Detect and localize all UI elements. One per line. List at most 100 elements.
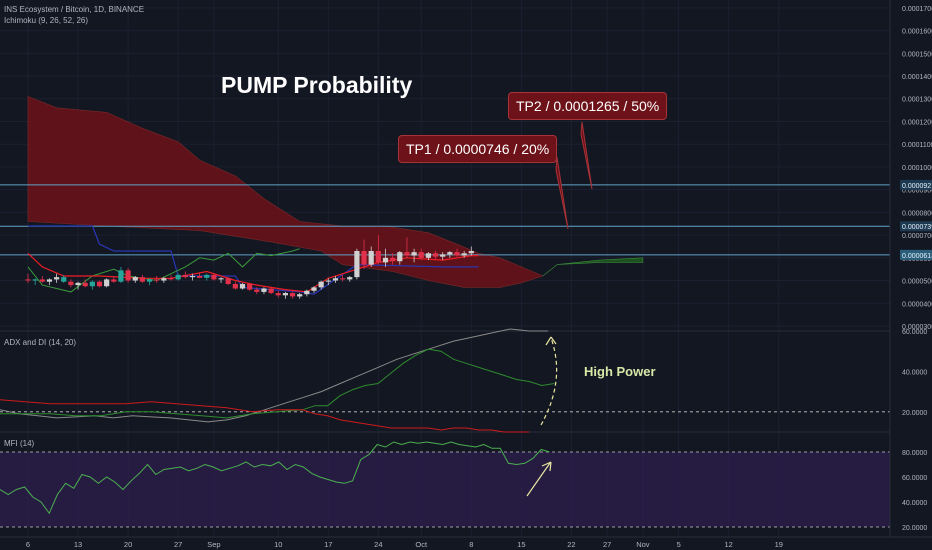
price-tick-label: 0.0001600 bbox=[902, 29, 932, 36]
candle-body bbox=[104, 279, 110, 287]
mfi-tick-label: 40.0000 bbox=[902, 500, 927, 507]
tp1-pointer bbox=[555, 156, 569, 230]
candle-body bbox=[96, 281, 103, 287]
mfi-tick-label: 60.0000 bbox=[902, 475, 927, 482]
candle-body bbox=[404, 252, 410, 256]
candle-body bbox=[89, 281, 95, 287]
time-tick-label: 15 bbox=[517, 540, 525, 549]
candle-body bbox=[440, 254, 446, 257]
mfi-pane bbox=[0, 441, 890, 528]
time-tick-label: 27 bbox=[603, 540, 611, 549]
candle-body bbox=[304, 290, 310, 295]
candle-body bbox=[75, 282, 81, 286]
tp2-pointer bbox=[580, 121, 593, 190]
candle-body bbox=[340, 278, 346, 280]
price-tick-label: 0.0000500 bbox=[902, 279, 932, 286]
high-power-label: High Power bbox=[584, 364, 656, 379]
price-tick-label: 0.0001500 bbox=[902, 51, 932, 58]
mfi-pane-label[interactable]: MFI (14) bbox=[4, 439, 35, 448]
ichimoku-cloud-bullish bbox=[542, 257, 644, 277]
candle-body bbox=[39, 279, 45, 282]
candle-body bbox=[161, 278, 167, 281]
candle-body bbox=[25, 279, 31, 281]
time-tick-label: 6 bbox=[26, 540, 30, 549]
candle-body bbox=[82, 282, 88, 287]
time-tick-label: 10 bbox=[274, 540, 282, 549]
price-pane bbox=[0, 0, 890, 537]
candle-body bbox=[232, 283, 238, 289]
candle-body bbox=[397, 252, 403, 262]
ichimoku-legend[interactable]: Ichimoku (9, 26, 52, 26) bbox=[4, 16, 89, 25]
adx-pane-label[interactable]: ADX and DI (14, 20) bbox=[4, 338, 77, 347]
candle-body bbox=[268, 288, 274, 294]
candle-body bbox=[311, 287, 317, 291]
candle-body bbox=[46, 279, 53, 282]
candle-body bbox=[275, 293, 281, 296]
price-tag-label: 0.0000739 bbox=[902, 224, 932, 231]
candle-body bbox=[125, 270, 131, 281]
candle-body bbox=[261, 288, 267, 292]
time-tick-label: 19 bbox=[775, 540, 783, 549]
time-axis[interactable]: 6 13 20 27 Sep 10 17 24 Oct 8 15 22 27 Nov 5 12 19 bbox=[26, 540, 783, 549]
candle-body bbox=[168, 278, 174, 280]
mfi-arrow bbox=[526, 462, 551, 497]
candle-body bbox=[61, 277, 67, 282]
candle-body bbox=[204, 274, 210, 278]
adx-tick-label: 20.0000 bbox=[902, 410, 927, 417]
pump-title: PUMP Probability bbox=[221, 72, 413, 98]
price-tick-label: 0.0001000 bbox=[902, 165, 932, 172]
mfi-series bbox=[0, 441, 550, 515]
candle-body bbox=[432, 253, 439, 257]
candle-body bbox=[418, 252, 424, 258]
adx-pane bbox=[0, 328, 890, 433]
candle-body bbox=[218, 278, 224, 280]
time-tick-label: 27 bbox=[174, 540, 182, 549]
di_minus-line bbox=[0, 399, 530, 433]
ichimoku-cloud-bearish bbox=[27, 96, 544, 288]
price-axis[interactable]: 0.0001700 0.0001600 0.0001500 0.0001400 0.00… bbox=[902, 6, 932, 331]
candle-body bbox=[211, 274, 217, 280]
candle-body bbox=[468, 251, 474, 254]
mfi-axis[interactable]: 80.0000 60.0000 40.0000 20.0000 bbox=[902, 450, 927, 532]
adx-arrow-head bbox=[545, 336, 557, 346]
price-tick-label: 0.0000400 bbox=[902, 301, 932, 308]
candlesticks bbox=[25, 235, 474, 299]
adx-series bbox=[0, 328, 555, 433]
adx-tick-label: 60.0000 bbox=[902, 329, 927, 336]
candle-body bbox=[118, 270, 124, 282]
candle-body bbox=[247, 283, 253, 290]
price-tick-label: 0.0000900 bbox=[902, 188, 932, 195]
price-tag-label: 0.0000921 bbox=[902, 183, 932, 190]
candle-body bbox=[225, 278, 231, 284]
mfi-tick-label: 20.0000 bbox=[902, 525, 927, 532]
mfi-line bbox=[0, 441, 550, 515]
price-tick-label: 0.0001100 bbox=[902, 142, 932, 149]
price-tick-label: 0.0000800 bbox=[902, 210, 932, 217]
time-tick-label: 22 bbox=[567, 540, 575, 549]
callout-pointers bbox=[526, 121, 593, 497]
price-tags: 0.0000921 0.0000739 0.0000613 bbox=[900, 179, 932, 260]
candle-body bbox=[325, 280, 331, 282]
tp2-callout[interactable]: TP2 / 0.0001265 / 50% bbox=[508, 92, 668, 120]
adx-tick-label: 40.0000 bbox=[902, 369, 927, 376]
candle-body bbox=[361, 251, 367, 265]
tp1-callout[interactable]: TP1 / 0.0000746 / 20% bbox=[398, 135, 558, 163]
candle-body bbox=[132, 277, 138, 281]
time-tick-label: Oct bbox=[415, 540, 428, 549]
candle-body bbox=[68, 281, 74, 286]
candle-body bbox=[347, 277, 353, 280]
candle-body bbox=[182, 274, 188, 278]
mfi-overbought-band bbox=[0, 452, 890, 527]
candle-body bbox=[354, 251, 360, 278]
adx-arrow bbox=[540, 337, 558, 426]
mfi-levels bbox=[0, 451, 890, 528]
time-tick-label: 5 bbox=[677, 540, 681, 549]
candle-body bbox=[146, 279, 153, 282]
candle-body bbox=[368, 251, 374, 265]
candle-body bbox=[289, 293, 296, 297]
adx-axis[interactable]: 60.0000 40.0000 20.0000 bbox=[902, 329, 927, 417]
symbol-title[interactable]: INS Ecosystem / Bitcoin, 1D, BINANCE bbox=[4, 5, 145, 14]
candle-body bbox=[390, 257, 396, 262]
candle-body bbox=[454, 252, 460, 256]
